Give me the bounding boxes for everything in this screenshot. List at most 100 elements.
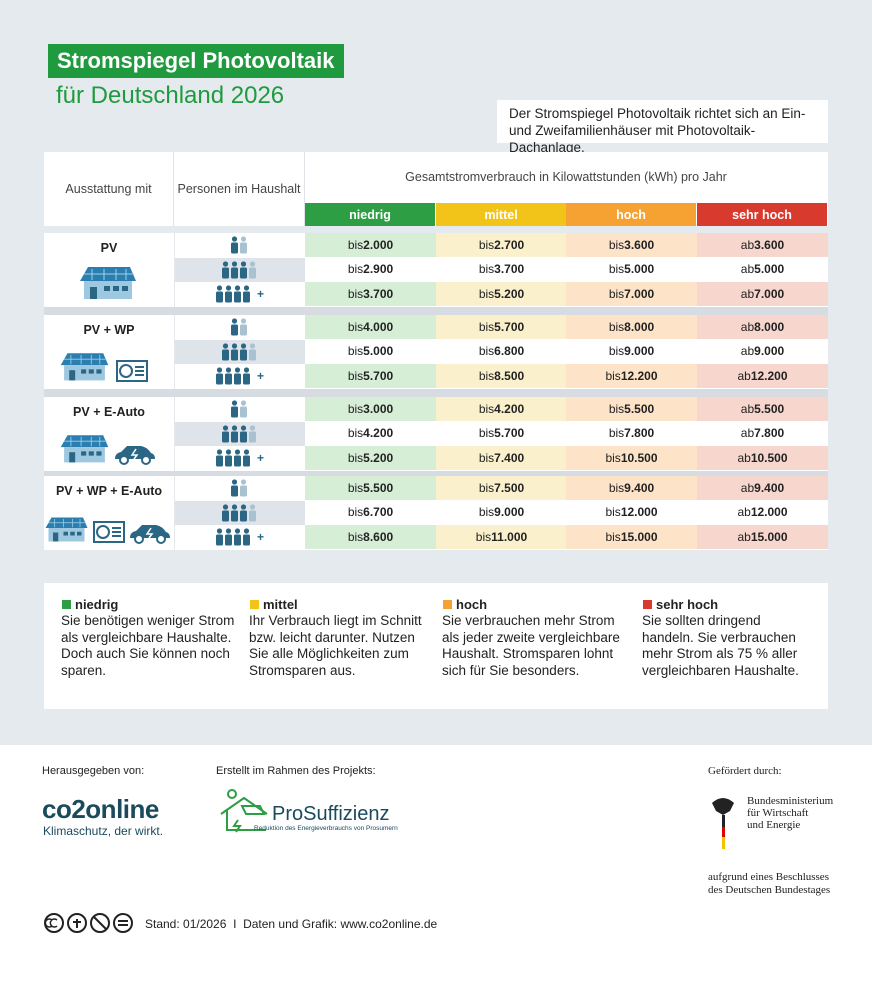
value-cell: bis 2.900 bbox=[305, 257, 436, 282]
legend-swatch bbox=[443, 600, 452, 609]
value-cell: ab 7.000 bbox=[697, 282, 828, 307]
level-header: niedrig bbox=[305, 203, 435, 226]
value-cell: bis 6.700 bbox=[305, 500, 436, 525]
group-label: PV + WP bbox=[83, 323, 135, 337]
column-header: Ausstattung mit bbox=[44, 152, 174, 226]
value-cell: ab 12.200 bbox=[697, 364, 828, 389]
legend bbox=[44, 583, 828, 709]
value-cell: bis 7.400 bbox=[436, 446, 567, 471]
legend-swatch bbox=[62, 600, 71, 609]
value-cell: bis 12.000 bbox=[566, 500, 697, 525]
publisher-label: Herausgegeben von: bbox=[42, 765, 145, 777]
value-cell: bis 5.700 bbox=[436, 315, 567, 340]
publisher-claim: Klimaschutz, der wirkt. bbox=[43, 824, 164, 838]
value-cell: bis 5.700 bbox=[305, 364, 436, 389]
value-cell: bis 5.000 bbox=[305, 339, 436, 364]
group-icon bbox=[44, 425, 174, 465]
value-cell: ab 5.000 bbox=[697, 257, 828, 282]
legend-title: hoch bbox=[456, 597, 488, 612]
value-cell: bis 3.700 bbox=[305, 282, 436, 307]
value-cell: bis 4.200 bbox=[436, 397, 567, 422]
persons-cell: + bbox=[174, 525, 305, 550]
persons-cell: + bbox=[174, 364, 305, 389]
person-icons bbox=[231, 318, 247, 336]
value-cell: bis 7.000 bbox=[566, 282, 697, 307]
value-cell: bis 11.000 bbox=[436, 525, 567, 550]
group-label: PV + WP + E-Auto bbox=[55, 484, 163, 498]
person-icons bbox=[222, 425, 256, 443]
group-icon bbox=[44, 343, 174, 383]
persons-cell bbox=[174, 339, 305, 364]
value-cell: bis 2.000 bbox=[305, 233, 436, 258]
group-separator bbox=[44, 388, 828, 397]
level-header: mittel bbox=[436, 203, 566, 226]
value-cell: bis 10.500 bbox=[566, 446, 697, 471]
persons-cell bbox=[174, 315, 305, 340]
person-icons bbox=[215, 367, 250, 385]
legend-title: mittel bbox=[263, 597, 298, 612]
column-header: Gesamtstromverbrauch in Kilowattstunden … bbox=[405, 170, 727, 184]
value-cell: ab 5.500 bbox=[697, 397, 828, 422]
persons-cell bbox=[174, 421, 305, 446]
value-cell: bis 5.500 bbox=[305, 476, 436, 501]
value-cell: bis 12.200 bbox=[566, 364, 697, 389]
plus: + bbox=[256, 369, 264, 384]
funding-label: Gefördert durch: bbox=[708, 765, 782, 777]
value-cell: bis 5.200 bbox=[305, 446, 436, 471]
value-cell: ab 8.000 bbox=[697, 315, 828, 340]
group-label: PV + E-Auto bbox=[73, 405, 145, 419]
column-header: Personen im Haushalt bbox=[174, 152, 305, 226]
ministry-line: und Energie bbox=[747, 819, 801, 831]
person-icons bbox=[231, 400, 247, 418]
plus: + bbox=[256, 287, 264, 302]
person-icons bbox=[215, 285, 250, 303]
value-cell: bis 9.000 bbox=[436, 500, 567, 525]
subtitle: für Deutschland 2026 bbox=[56, 82, 285, 109]
person-icons bbox=[215, 449, 250, 467]
person-icons bbox=[231, 479, 247, 497]
value-cell: bis 4.000 bbox=[305, 315, 436, 340]
ministry: Bundesministerium für Wirtschaft und Energ… bbox=[747, 795, 833, 831]
value-cell: bis 5.500 bbox=[566, 397, 697, 422]
note: Der Stromspiegel Photovoltaik richtet si… bbox=[497, 100, 828, 155]
value-cell: ab 3.600 bbox=[697, 233, 828, 258]
value-cell: bis 5.700 bbox=[436, 421, 567, 446]
persons-cell: + bbox=[174, 282, 305, 307]
legend-swatch bbox=[643, 600, 652, 609]
ministry-line: für Wirtschaft bbox=[747, 807, 809, 819]
group-icon bbox=[44, 261, 174, 301]
person-icons bbox=[222, 343, 256, 361]
person-icons bbox=[222, 261, 256, 279]
persons-cell bbox=[174, 257, 305, 282]
project-claim: Reduktion des Energieverbrauchs von Pros… bbox=[254, 825, 398, 832]
group-separator bbox=[44, 470, 828, 476]
value-cell: bis 8.000 bbox=[566, 315, 697, 340]
legend-swatch bbox=[250, 600, 259, 609]
value-cell: bis 8.600 bbox=[305, 525, 436, 550]
funding-note: aufgrund eines Beschlusses des Deutschen… bbox=[708, 871, 831, 896]
value-cell: ab 10.500 bbox=[697, 446, 828, 471]
person-icons bbox=[231, 236, 247, 254]
group-label: PV bbox=[100, 241, 118, 255]
person-icons bbox=[215, 528, 250, 546]
value-cell: bis 3.700 bbox=[436, 257, 567, 282]
group-icon bbox=[44, 504, 174, 544]
persons-cell: + bbox=[174, 446, 305, 471]
value-cell: bis 8.500 bbox=[436, 364, 567, 389]
persons-cell bbox=[174, 233, 305, 258]
legend-title: niedrig bbox=[75, 597, 119, 612]
title: Stromspiegel Photovoltaik bbox=[48, 44, 344, 78]
value-cell: bis 7.800 bbox=[566, 421, 697, 446]
value-cell: ab 15.000 bbox=[697, 525, 828, 550]
person-icons bbox=[222, 504, 256, 522]
legend-text: Sie sollten dringend handeln. Sie verbra… bbox=[642, 613, 799, 678]
level-header: hoch bbox=[566, 203, 696, 226]
value-cell: ab 9.400 bbox=[697, 476, 828, 501]
legend-text: Ihr Verbrauch liegt im Schnitt bzw. leic… bbox=[249, 613, 422, 678]
legend-text: Sie verbrauchen mehr Strom als jeder zwe… bbox=[442, 613, 620, 678]
value-cell: bis 5.000 bbox=[566, 257, 697, 282]
license-icons bbox=[44, 913, 133, 933]
persons-cell bbox=[174, 500, 305, 525]
plus: + bbox=[256, 530, 264, 545]
